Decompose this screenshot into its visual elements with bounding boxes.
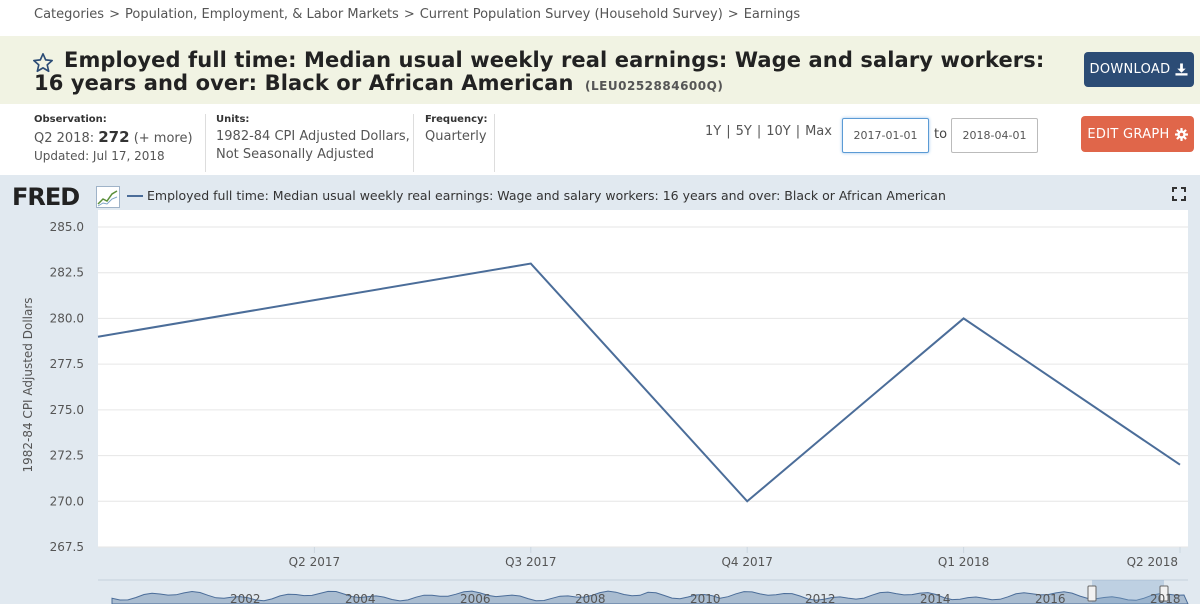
navigator-year-label: 2010 [690,592,721,604]
navigator-year-label: 2006 [460,592,491,604]
y-tick-label: 275.0 [50,403,84,417]
fred-sparkline-icon [96,186,120,208]
navigator-year-label: 2004 [345,592,376,604]
page-title: Employed full time: Median usual weekly … [34,49,1079,98]
meta-divider [413,114,414,172]
updated-date: Updated: Jul 17, 2018 [34,149,165,163]
breadcrumb: Categories > Population, Employment, & Lab… [34,7,800,22]
y-tick-label: 282.5 [50,266,84,280]
legend-label: Employed full time: Median usual weekly … [147,188,946,203]
observation-period: Q2 2018: [34,131,95,146]
range-separator: | [795,124,801,139]
time-navigator[interactable]: 2002 2004 2006 2008 2010 2012 2014 2016 2018 [98,579,1189,604]
breadcrumb-separator: > [403,7,415,22]
legend-swatch [127,194,143,197]
x-tick-label: Q1 2018 [938,555,989,569]
edit-graph-label: EDIT GRAPH [1087,126,1170,142]
data-point [744,498,750,504]
observation-label: Observation: [34,114,107,125]
breadcrumb-categories[interactable]: Categories [34,7,105,22]
x-tick-label: Q2 2017 [289,555,340,569]
start-date-input[interactable]: 2017-01-01 [842,118,929,153]
y-tick-label: 267.5 [50,540,84,554]
data-point [95,334,101,340]
navigator-handle[interactable] [1087,585,1097,602]
chart-legend: Employed full time: Median usual weekly … [127,188,946,203]
line-chart: 285.0 282.5 280.0 277.5 275.0 272.5 270.0 267.5… [21,210,1189,604]
y-tick-label: 270.0 [50,494,84,508]
fred-logo[interactable]: FRED [12,183,80,211]
breadcrumb-earnings[interactable]: Earnings [743,7,801,22]
end-date-input[interactable]: 2018-04-01 [951,118,1038,153]
x-tick-label: Q4 2017 [721,555,772,569]
frequency-value: Quarterly [425,129,487,144]
meta-divider [205,114,206,172]
units-block: Units: 1982-84 CPI Adjusted Dollars, Not… [216,114,410,164]
frequency-block: Frequency: Quarterly [425,114,488,146]
units-line-1: 1982-84 CPI Adjusted Dollars, [216,129,410,144]
frequency-label: Frequency: [425,114,488,125]
range-5y[interactable]: 5Y [735,124,752,139]
x-tick-label: Q3 2017 [505,555,556,569]
series-line [97,262,1181,503]
breadcrumb-separator: > [727,7,739,22]
breadcrumb-separator: > [109,7,120,22]
navigator-year-label: 2018 [1150,592,1181,604]
download-icon [1175,63,1188,76]
range-10y[interactable]: 10Y [766,124,791,139]
edit-graph-button[interactable]: EDIT GRAPH [1081,116,1194,152]
star-outline-icon[interactable] [32,52,54,74]
observation-value-line: Q2 2018: 272 (+ more) [34,128,193,148]
range-max[interactable]: Max [805,124,832,139]
to-label: to [934,127,948,142]
breadcrumb-population[interactable]: Population, Employment, & Labor Markets [124,7,399,22]
range-links: 1Y | 5Y | 10Y | Max [705,124,832,139]
plot-background [98,210,1188,547]
y-tick-label: 277.5 [50,357,84,371]
range-1y[interactable]: 1Y [705,124,722,139]
data-point [1177,462,1183,468]
units-label: Units: [216,114,250,125]
x-tick-label: Q2 2018 [1127,555,1178,569]
gear-icon [1174,127,1188,141]
navigator-year-label: 2008 [575,592,606,604]
download-label: DOWNLOAD [1089,62,1171,77]
series-id: (LEU0252884600Q) [585,79,724,93]
meta-divider [494,114,495,172]
navigator-year-label: 2016 [1035,592,1066,604]
download-button[interactable]: DOWNLOAD [1084,52,1194,87]
navigator-selection[interactable] [1092,580,1164,604]
units-line-2: Not Seasonally Adjusted [216,147,374,162]
y-tick-label: 280.0 [50,311,84,325]
navigator-year-label: 2014 [920,592,951,604]
y-tick-label: 272.5 [50,449,84,463]
observation-block: Observation: Q2 2018: 272 (+ more) Updat… [34,114,193,163]
range-separator: | [726,124,731,139]
navigator-series [111,590,1189,604]
data-point [961,315,967,321]
y-tick-label: 285.0 [50,220,84,234]
y-axis-title: 1982-84 CPI Adjusted Dollars [21,297,35,472]
observation-value: 272 [98,128,130,146]
breadcrumb-cps[interactable]: Current Population Survey (Household Sur… [419,7,723,22]
range-separator: | [756,124,762,139]
navigator-year-label: 2012 [805,592,836,604]
navigator-year-label: 2002 [230,592,261,604]
fullscreen-icon[interactable] [1172,187,1186,201]
data-point [311,297,317,303]
observation-more-link[interactable]: (+ more) [133,131,193,146]
data-point [528,261,534,267]
title-band [0,36,1200,104]
series-title: Employed full time: Median usual weekly … [34,48,1045,95]
navigator-handle[interactable] [1159,585,1169,602]
